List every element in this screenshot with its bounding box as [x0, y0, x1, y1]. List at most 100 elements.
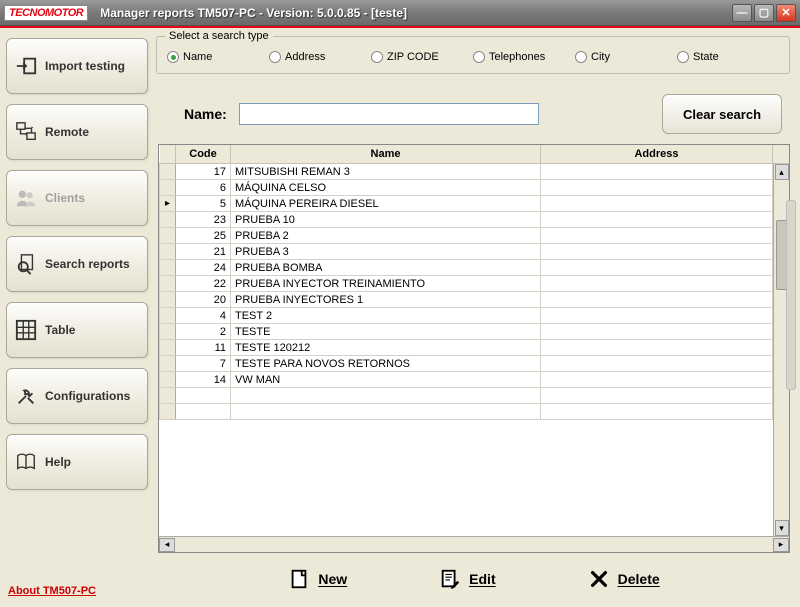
delete-button[interactable]: Delete — [582, 567, 666, 591]
cell-code: 2 — [176, 324, 231, 340]
sidebar-item-label: Table — [45, 323, 75, 337]
table-row[interactable]: ▸5MÁQUINA PEREIRA DIESEL — [160, 196, 789, 212]
main-content: Select a search type NameAddressZIP CODE… — [154, 34, 794, 601]
radio-telephones[interactable]: Telephones — [473, 51, 575, 63]
cell-name: PRUEBA INYECTOR TREINAMIENTO — [231, 276, 541, 292]
sidebar-item-search-reports[interactable]: Search reports — [6, 236, 148, 292]
sidebar-item-import-testing[interactable]: Import testing — [6, 38, 148, 94]
radio-dot-icon — [575, 51, 587, 63]
sidebar-item-remote[interactable]: Remote — [6, 104, 148, 160]
scroll-right-button[interactable]: ▸ — [773, 538, 789, 552]
row-gutter — [160, 308, 176, 324]
results-table: Code Name Address 17MITSUBISHI REMAN 36M… — [158, 144, 790, 553]
delete-button-label: Delete — [618, 571, 660, 587]
sidebar: Import testing Remote Clients Search rep… — [6, 34, 148, 601]
sidebar-item-label: Help — [45, 455, 71, 469]
table-row[interactable]: 2TESTE — [160, 324, 789, 340]
outer-scrollbar[interactable] — [786, 200, 796, 390]
cell-address — [541, 292, 773, 308]
new-button-label: New — [318, 571, 347, 587]
table-row[interactable]: 20PRUEBA INYECTORES 1 — [160, 292, 789, 308]
radio-city[interactable]: City — [575, 51, 677, 63]
delete-icon — [588, 568, 610, 590]
cell-code: 21 — [176, 244, 231, 260]
search-type-group: Select a search type NameAddressZIP CODE… — [156, 36, 790, 74]
sidebar-item-table[interactable]: Table — [6, 302, 148, 358]
search-input[interactable] — [239, 103, 539, 125]
cell-address — [541, 260, 773, 276]
new-button[interactable]: New — [282, 567, 353, 591]
radio-label: State — [693, 51, 719, 63]
search-type-group-label: Select a search type — [165, 30, 273, 42]
row-gutter — [160, 180, 176, 196]
maximize-button[interactable]: ▢ — [754, 4, 774, 22]
cell-name: TESTE 120212 — [231, 340, 541, 356]
cell-code: 14 — [176, 372, 231, 388]
cell-name: PRUEBA 3 — [231, 244, 541, 260]
cell-address — [541, 372, 773, 388]
table-row[interactable]: 22PRUEBA INYECTOR TREINAMIENTO — [160, 276, 789, 292]
search-reports-icon — [15, 253, 37, 275]
row-gutter — [160, 292, 176, 308]
radio-name[interactable]: Name — [167, 51, 269, 63]
row-gutter — [160, 372, 176, 388]
app-logo: TECNOMOTOR — [4, 5, 88, 21]
cell-code: 4 — [176, 308, 231, 324]
table-row-empty — [160, 404, 789, 420]
cell-address — [541, 340, 773, 356]
cell-address — [541, 276, 773, 292]
row-gutter — [160, 276, 176, 292]
minimize-button[interactable]: — — [732, 4, 752, 22]
cell-name: MÁQUINA PEREIRA DIESEL — [231, 196, 541, 212]
table-row[interactable]: 23PRUEBA 10 — [160, 212, 789, 228]
table-row[interactable]: 6MÁQUINA CELSO — [160, 180, 789, 196]
col-header-name[interactable]: Name — [231, 145, 541, 164]
import-icon — [15, 55, 37, 77]
scroll-left-button[interactable]: ◂ — [159, 538, 175, 552]
table-row[interactable]: 17MITSUBISHI REMAN 3 — [160, 164, 789, 180]
row-gutter — [160, 356, 176, 372]
scroll-up-button[interactable]: ▴ — [775, 164, 789, 180]
table-row[interactable]: 24PRUEBA BOMBA — [160, 260, 789, 276]
radio-address[interactable]: Address — [269, 51, 371, 63]
table-row[interactable]: 25PRUEBA 2 — [160, 228, 789, 244]
cell-name: TEST 2 — [231, 308, 541, 324]
row-gutter — [160, 324, 176, 340]
cell-address — [541, 212, 773, 228]
table-row[interactable]: 14VW MAN — [160, 372, 789, 388]
cell-code: 24 — [176, 260, 231, 276]
window-title: Manager reports TM507-PC - Version: 5.0.… — [100, 6, 732, 20]
about-link[interactable]: About TM507-PC — [6, 581, 148, 601]
radio-dot-icon — [677, 51, 689, 63]
cell-name: PRUEBA 2 — [231, 228, 541, 244]
sidebar-item-clients[interactable]: Clients — [6, 170, 148, 226]
table-row[interactable]: 4TEST 2 — [160, 308, 789, 324]
radio-label: Name — [183, 51, 212, 63]
table-row[interactable]: 11TESTE 120212 — [160, 340, 789, 356]
table-row-empty — [160, 388, 789, 404]
edit-button[interactable]: Edit — [433, 567, 501, 591]
table-row[interactable]: 21PRUEBA 3 — [160, 244, 789, 260]
row-gutter — [160, 340, 176, 356]
radio-zip-code[interactable]: ZIP CODE — [371, 51, 473, 63]
new-icon — [288, 568, 310, 590]
cell-name: PRUEBA BOMBA — [231, 260, 541, 276]
cell-name: PRUEBA 10 — [231, 212, 541, 228]
col-header-code[interactable]: Code — [176, 145, 231, 164]
cell-name: MÁQUINA CELSO — [231, 180, 541, 196]
cell-address — [541, 180, 773, 196]
sidebar-item-help[interactable]: Help — [6, 434, 148, 490]
cell-code: 7 — [176, 356, 231, 372]
col-header-address[interactable]: Address — [541, 145, 773, 164]
radio-state[interactable]: State — [677, 51, 779, 63]
tools-icon — [15, 385, 37, 407]
radio-dot-icon — [473, 51, 485, 63]
close-button[interactable]: ✕ — [776, 4, 796, 22]
scroll-down-button[interactable]: ▾ — [775, 520, 789, 536]
table-row[interactable]: 7TESTE PARA NOVOS RETORNOS — [160, 356, 789, 372]
sidebar-item-configurations[interactable]: Configurations — [6, 368, 148, 424]
cell-code: 22 — [176, 276, 231, 292]
clear-search-button[interactable]: Clear search — [662, 94, 782, 134]
horizontal-scrollbar[interactable]: ◂ ▸ — [159, 536, 789, 552]
radio-dot-icon — [167, 51, 179, 63]
